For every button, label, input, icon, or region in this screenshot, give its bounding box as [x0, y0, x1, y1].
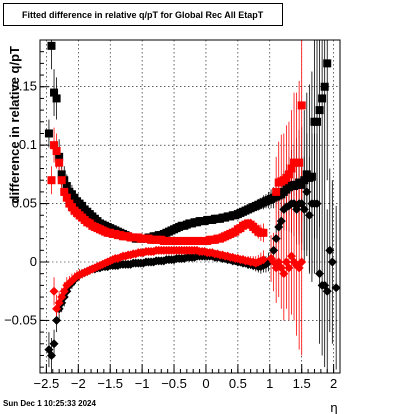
diamond-marker: [271, 234, 281, 244]
square-marker: [297, 101, 306, 110]
x-tick-label: 0: [202, 376, 209, 391]
square-marker: [60, 187, 69, 196]
diamond-marker: [312, 199, 322, 209]
square-marker: [55, 152, 64, 161]
square-marker: [62, 193, 71, 202]
diamond-marker: [327, 257, 337, 267]
diamond-marker: [325, 245, 335, 255]
y-tick-label: 0.1: [19, 137, 37, 152]
diamond-marker: [46, 350, 56, 360]
plot-frame: [39, 39, 341, 374]
diamond-marker: [315, 269, 325, 279]
y-tick-label: 0.05: [12, 196, 37, 211]
x-tick-labels: −2.5 −2 −1.5 −1 −0.5 0 0.5 1 1.5 2: [34, 376, 338, 391]
square-marker: [47, 176, 56, 185]
square-marker: [300, 176, 309, 185]
diamond-marker: [269, 245, 279, 255]
square-marker: [57, 170, 66, 179]
date-stamp: Sun Dec 1 10:25:33 2024: [3, 399, 96, 408]
square-marker: [323, 59, 332, 68]
square-marker: [47, 41, 56, 50]
diamond-marker: [258, 255, 268, 265]
title-box: Fitted difference in relative q/pT for G…: [3, 3, 283, 26]
y-tick-label: −0.05: [4, 312, 37, 327]
y-tick-label: 0.15: [12, 79, 37, 94]
x-tick-label: 1: [266, 376, 273, 391]
diamond-marker: [284, 263, 294, 273]
square-marker: [295, 158, 304, 167]
x-tick-label: 1.5: [293, 376, 311, 391]
square-marker: [307, 172, 316, 181]
diamond-marker: [331, 283, 341, 293]
x-tick-label: −2.5: [34, 376, 60, 391]
square-marker: [259, 228, 268, 237]
diamond-marker: [49, 339, 59, 349]
diamond-marker: [302, 187, 312, 197]
square-marker: [52, 94, 61, 103]
diamond-marker: [297, 257, 307, 267]
square-marker: [62, 182, 71, 191]
square-marker: [50, 141, 59, 150]
square-marker: [57, 176, 66, 185]
x-axis-label: η: [330, 400, 337, 414]
x-tick-label: 0.5: [229, 376, 247, 391]
square-marker: [52, 147, 61, 155]
square-marker: [320, 82, 329, 91]
chart-title: Fitted difference in relative q/pT for G…: [22, 9, 264, 20]
diamond-marker: [322, 286, 332, 296]
y-axis-label: difference in relative q/pT: [7, 46, 22, 204]
diamond-marker: [279, 269, 289, 279]
diamond-marker: [304, 210, 314, 220]
x-tick-label: −1.5: [97, 376, 123, 391]
x-tick-label: −1: [135, 376, 150, 391]
diamond-marker: [299, 204, 309, 214]
square-marker: [55, 158, 64, 167]
data-markers: [44, 41, 341, 360]
axis-ticks: [39, 39, 341, 373]
x-tick-label: 2: [330, 376, 337, 391]
x-tick-label: −2: [71, 376, 86, 391]
diamond-marker: [276, 216, 286, 226]
square-marker: [297, 180, 306, 189]
y-tick-labels: −0.05 0 0.05 0.1 0.15: [4, 79, 37, 328]
square-marker: [315, 106, 324, 115]
square-marker: [284, 170, 293, 179]
square-marker: [318, 94, 327, 103]
square-marker: [313, 117, 322, 126]
diamond-marker: [49, 286, 59, 296]
square-marker: [50, 88, 59, 97]
y-tick-label: 0: [30, 254, 37, 269]
square-marker: [287, 164, 296, 173]
diamond-marker: [52, 315, 62, 325]
x-tick-label: −0.5: [161, 376, 187, 391]
square-marker: [272, 187, 281, 196]
square-marker: [44, 129, 53, 138]
